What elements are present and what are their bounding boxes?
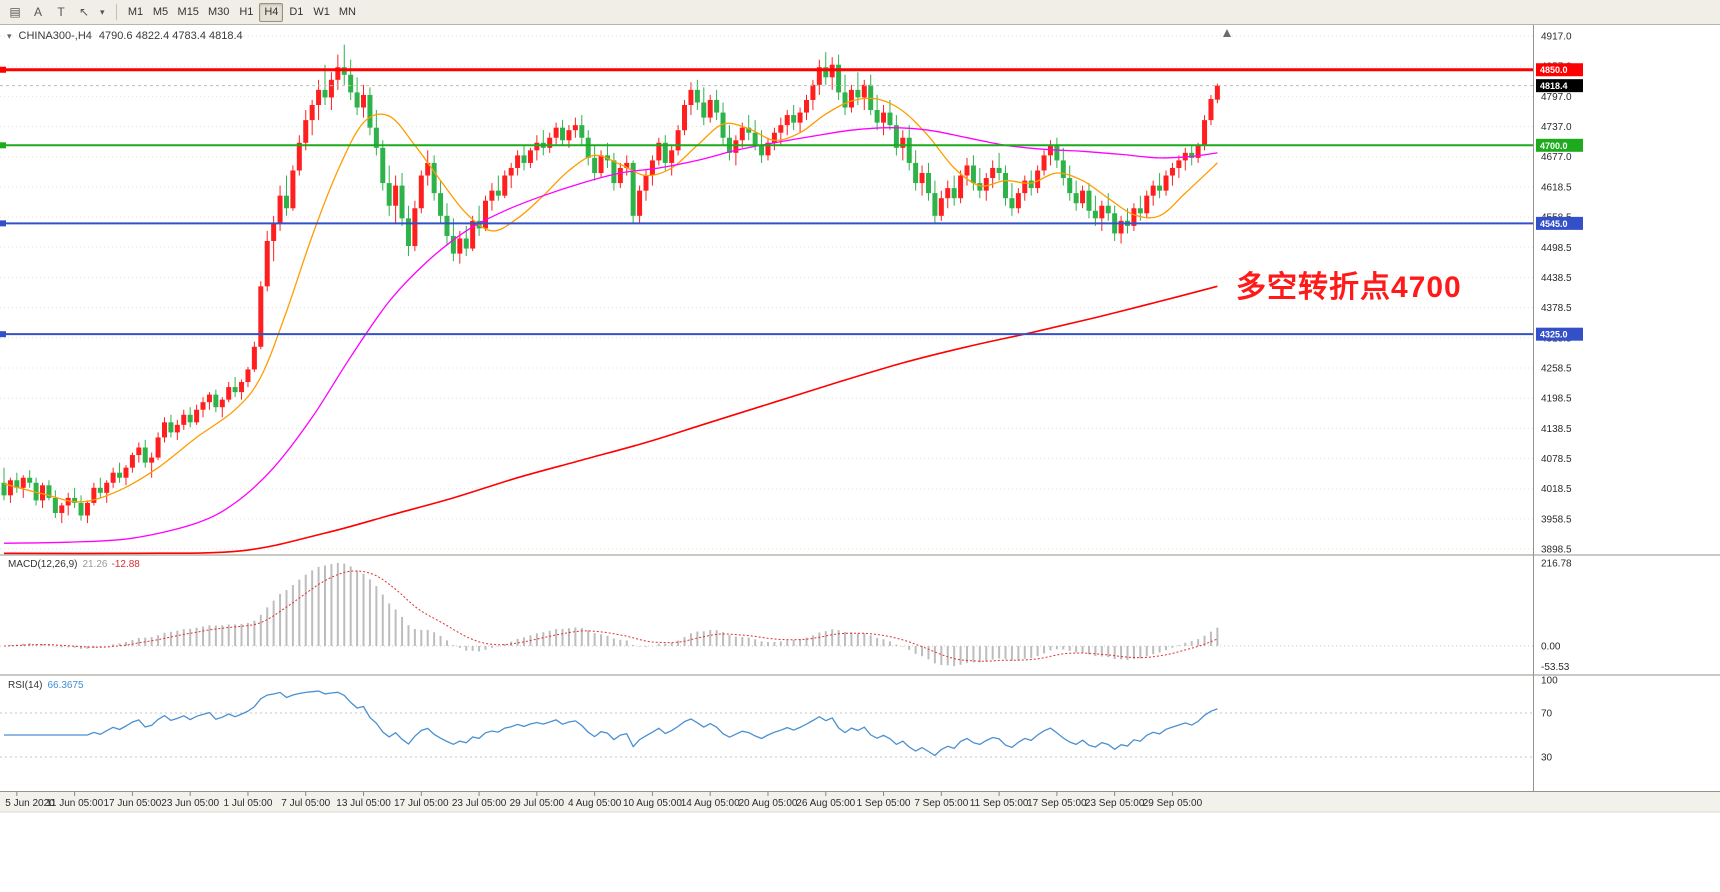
macd-indicator-label: MACD(12,26,9) 21.26 -12.88 — [8, 559, 140, 570]
price-tag-4850.0 — [1536, 63, 1583, 77]
svg-text:29 Sep 05:00: 29 Sep 05:00 — [1143, 798, 1203, 809]
svg-text:4198.5: 4198.5 — [1541, 394, 1572, 405]
timeframe-toolbar: M1 M5 M15 M30 H1 H4 D1 W1 MN — [124, 2, 360, 22]
svg-text:4378.5: 4378.5 — [1541, 303, 1572, 314]
svg-text:4438.5: 4438.5 — [1541, 273, 1572, 284]
svg-text:4018.5: 4018.5 — [1541, 484, 1572, 495]
svg-text:4138.5: 4138.5 — [1541, 424, 1572, 435]
svg-text:-53.53: -53.53 — [1541, 662, 1570, 673]
svg-text:13 Jul 05:00: 13 Jul 05:00 — [336, 798, 391, 809]
rsi-indicator-label: RSI(14) 66.3675 — [8, 680, 84, 691]
svg-text:7 Jul 05:00: 7 Jul 05:00 — [281, 798, 330, 809]
timeframe-button-m30[interactable]: M30 — [207, 6, 230, 18]
svg-text:4850.0: 4850.0 — [1540, 65, 1568, 75]
svg-text:0.00: 0.00 — [1541, 642, 1561, 653]
svg-text:29 Jul 05:00: 29 Jul 05:00 — [510, 798, 565, 809]
svg-text:26 Aug 05:00: 26 Aug 05:00 — [796, 798, 855, 809]
svg-text:30: 30 — [1541, 753, 1553, 764]
price-tag-4545.0 — [1536, 216, 1583, 230]
svg-text:11 Jun 05:00: 11 Jun 05:00 — [46, 798, 104, 809]
price-tag-4700.0 — [1536, 138, 1583, 152]
chart-shift-marker-icon[interactable] — [1223, 29, 1231, 37]
timeframe-button-h1[interactable]: H1 — [239, 6, 254, 18]
svg-text:4498.5: 4498.5 — [1541, 243, 1572, 254]
svg-text:23 Jul 05:00: 23 Jul 05:00 — [452, 798, 507, 809]
macd-name: MACD(12,26,9) — [8, 559, 78, 570]
svg-text:4325.0: 4325.0 — [1540, 330, 1568, 340]
macd-main-value: 21.26 — [82, 559, 108, 570]
svg-text:4677.0: 4677.0 — [1541, 152, 1572, 163]
svg-text:4917.0: 4917.0 — [1541, 32, 1572, 43]
svg-text:4797.0: 4797.0 — [1541, 92, 1572, 103]
main-toolbar: ▤ A T ↖ ▾ M1 M5 M15 M30 H1 H4 D1 W1 MN — [0, 0, 1720, 25]
svg-text:3898.5: 3898.5 — [1541, 545, 1572, 556]
svg-text:1 Jul 05:00: 1 Jul 05:00 — [223, 798, 272, 809]
text-label-icon[interactable]: A — [33, 5, 42, 19]
price-scale[interactable]: 4917.04857.04797.04737.04677.04618.54558… — [1541, 32, 1572, 556]
svg-text:4078.5: 4078.5 — [1541, 454, 1572, 465]
chart-symbol-ohlc: ▾ CHINA300-,H4 4790.6 4822.4 4783.4 4818… — [7, 30, 243, 42]
svg-text:4737.0: 4737.0 — [1541, 122, 1572, 133]
symbol-label: CHINA300-,H4 — [18, 30, 92, 42]
svg-text:4818.4: 4818.4 — [1540, 81, 1568, 91]
horizontal-levels[interactable]: 4850.0 4700.0 4545.0 4325.0 — [0, 63, 1583, 341]
svg-text:7 Sep 05:00: 7 Sep 05:00 — [914, 798, 968, 809]
timeframe-button-mn[interactable]: MN — [338, 6, 356, 18]
cursor-tool-icon[interactable]: ↖ — [78, 5, 90, 19]
svg-text:3958.5: 3958.5 — [1541, 514, 1572, 525]
toolbar-separator — [115, 4, 117, 20]
current-price-tag: 4818.4 — [1536, 79, 1583, 93]
svg-text:4 Aug 05:00: 4 Aug 05:00 — [568, 798, 622, 809]
svg-text:4618.5: 4618.5 — [1541, 182, 1572, 193]
svg-text:14 Aug 05:00: 14 Aug 05:00 — [681, 798, 740, 809]
rsi-name: RSI(14) — [8, 680, 43, 691]
text-tool-icon[interactable]: T — [57, 5, 65, 19]
svg-text:216.78: 216.78 — [1541, 559, 1572, 570]
candles — [1, 44, 1220, 524]
timeframe-button-w1[interactable]: W1 — [313, 6, 330, 18]
collapse-triangle-icon[interactable]: ▾ — [7, 30, 12, 41]
svg-text:100: 100 — [1541, 676, 1558, 687]
timeframe-button-m15[interactable]: M15 — [177, 6, 199, 18]
timeframe-button-h4[interactable]: H4 — [259, 2, 284, 22]
svg-text:4545.0: 4545.0 — [1540, 219, 1568, 229]
svg-text:17 Sep 05:00: 17 Sep 05:00 — [1027, 798, 1087, 809]
timeframe-button-d1[interactable]: D1 — [289, 6, 304, 18]
chart-annotation-text[interactable]: 多空转折点4700 — [1236, 271, 1462, 304]
svg-text:4258.5: 4258.5 — [1541, 363, 1572, 374]
chart-list-icon[interactable]: ▤ — [9, 5, 21, 19]
svg-text:17 Jul 05:00: 17 Jul 05:00 — [394, 798, 449, 809]
timeframe-button-m1[interactable]: M1 — [127, 6, 144, 18]
timeframe-button-m5[interactable]: M5 — [152, 6, 169, 18]
toolbar-icon-group: ▤ A T ↖ ▾ — [4, 3, 109, 22]
svg-text:10 Aug 05:00: 10 Aug 05:00 — [623, 798, 682, 809]
svg-text:20 Aug 05:00: 20 Aug 05:00 — [739, 798, 798, 809]
svg-text:11 Sep 05:00: 11 Sep 05:00 — [970, 798, 1029, 809]
svg-text:70: 70 — [1541, 709, 1553, 720]
svg-text:5 Jun 2020: 5 Jun 2020 — [5, 798, 55, 809]
ma-slow-line — [3, 285, 1218, 555]
dropdown-caret-icon[interactable]: ▾ — [100, 6, 105, 17]
svg-text:4700.0: 4700.0 — [1540, 141, 1568, 151]
price-tag-4325.0 — [1536, 327, 1583, 341]
macd-signal-value: -12.88 — [111, 559, 140, 570]
svg-text:17 Jun 05:00: 17 Jun 05:00 — [103, 798, 161, 809]
ohlc-values: 4790.6 4822.4 4783.4 4818.4 — [98, 30, 243, 42]
ma-mid-line — [3, 127, 1218, 544]
rsi-panel: 100 70 30 — [0, 676, 1558, 764]
svg-text:23 Sep 05:00: 23 Sep 05:00 — [1085, 798, 1145, 809]
svg-text:1 Sep 05:00: 1 Sep 05:00 — [857, 798, 911, 809]
macd-panel: 216.78 0.00 -53.53 — [0, 559, 1572, 673]
rsi-value: 66.3675 — [47, 680, 84, 691]
ma-fast-line — [3, 97, 1218, 503]
svg-text:23 Jun 05:00: 23 Jun 05:00 — [161, 798, 219, 809]
